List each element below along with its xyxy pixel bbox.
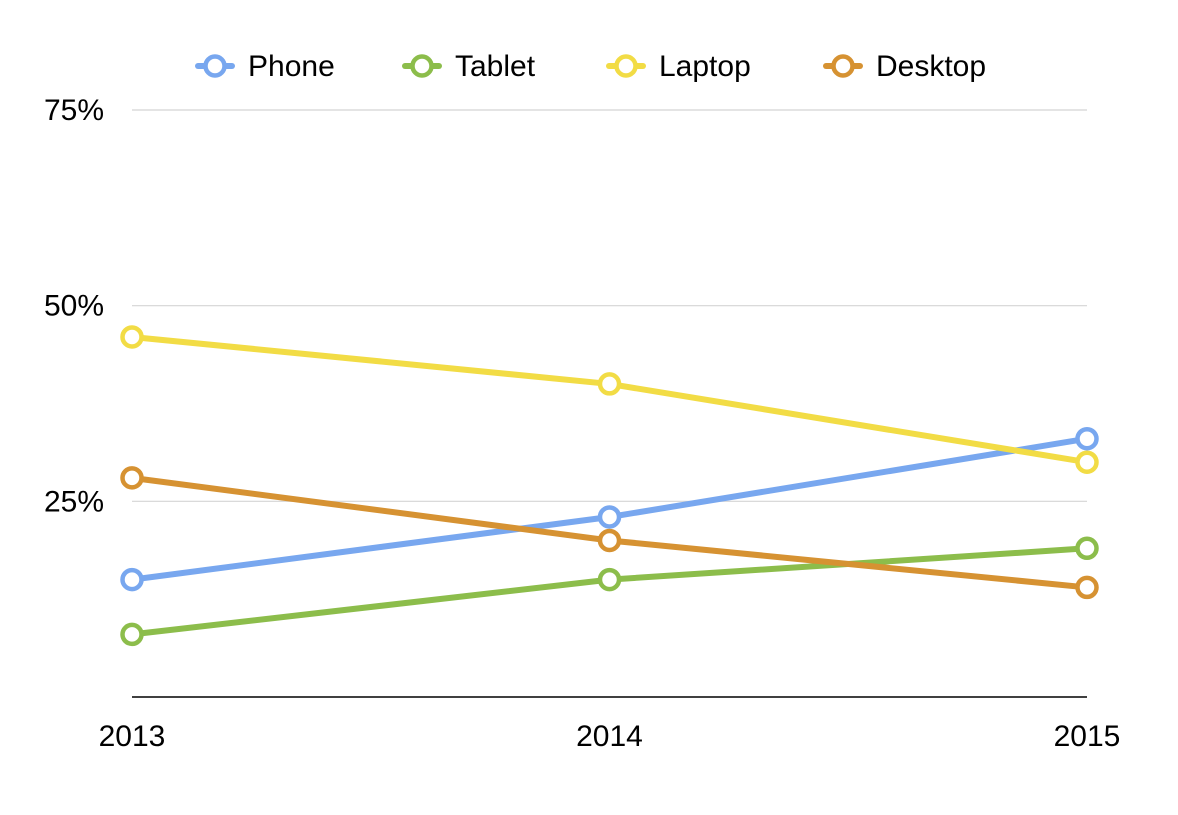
legend-item-tablet: Tablet — [402, 50, 536, 83]
series-layer — [120, 325, 1099, 647]
data-point — [120, 567, 144, 592]
legend-label: Phone — [248, 50, 335, 83]
y-tick-label: 25% — [44, 485, 104, 518]
legend-swatch-marker — [410, 54, 434, 78]
x-tick-label: 2013 — [99, 720, 166, 753]
legend-swatch-marker — [831, 54, 855, 78]
y-axis: 25% 50% 75% — [44, 94, 104, 518]
legend-label: Laptop — [659, 50, 751, 83]
data-point — [120, 622, 144, 647]
series-phone — [120, 426, 1099, 592]
legend: Phone Tablet Laptop Desktop — [195, 50, 986, 83]
legend-item-desktop: Desktop — [823, 50, 986, 83]
x-tick-label: 2014 — [576, 720, 643, 753]
series-line — [129, 333, 1090, 466]
legend-label: Tablet — [455, 50, 536, 83]
data-point — [597, 372, 622, 396]
data-point — [1075, 450, 1099, 474]
series-tablet — [120, 536, 1099, 647]
x-tick-label: 2015 — [1054, 720, 1121, 753]
data-point — [1075, 575, 1099, 600]
legend-item-laptop: Laptop — [606, 50, 751, 83]
data-point — [597, 567, 622, 592]
series-laptop — [120, 325, 1099, 474]
data-point — [1075, 536, 1099, 561]
data-point — [120, 466, 144, 490]
legend-label: Desktop — [876, 50, 986, 83]
data-point — [120, 325, 144, 349]
y-tick-label: 75% — [44, 94, 104, 127]
series-desktop — [120, 466, 1099, 600]
data-point — [597, 505, 622, 529]
legend-swatch-marker — [614, 54, 638, 78]
legend-item-phone: Phone — [195, 50, 335, 83]
y-tick-label: 50% — [44, 290, 104, 323]
gridlines — [132, 109, 1087, 502]
legend-swatch-marker — [203, 54, 227, 78]
data-point — [1075, 426, 1099, 451]
x-axis: 2013 2014 2015 — [99, 720, 1121, 753]
data-point — [597, 528, 622, 553]
